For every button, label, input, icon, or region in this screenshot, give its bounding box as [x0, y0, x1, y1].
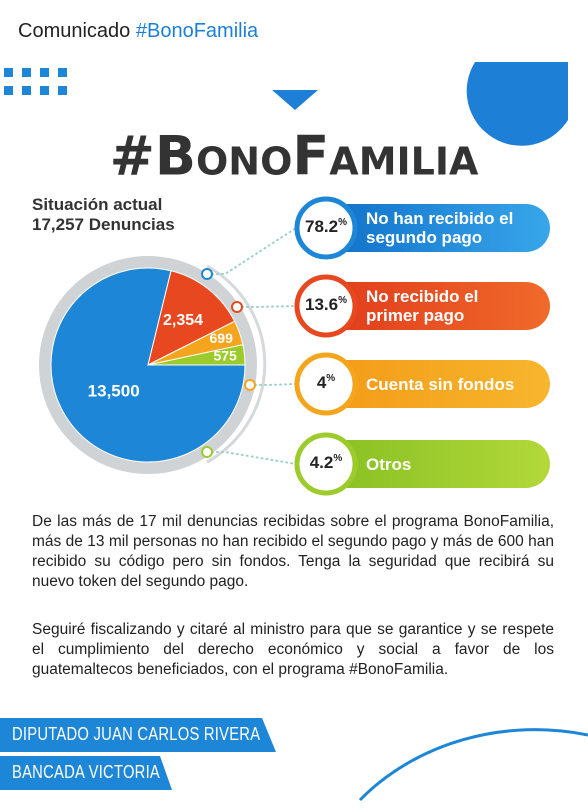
- legend-badge: [294, 274, 358, 338]
- percent-value: 13.6: [305, 295, 338, 314]
- percent-unit: %: [338, 217, 347, 228]
- hashtag[interactable]: #BonoFamilia: [135, 20, 259, 42]
- pie-ring: [39, 256, 257, 474]
- paragraph: Seguiré fiscalizando y citaré al ministr…: [32, 621, 554, 678]
- header: Comunicado #BonoFamilia: [18, 20, 258, 43]
- header-title: Comunicado: [18, 20, 131, 42]
- percent-value: 4: [317, 373, 327, 392]
- legend-badge: [294, 432, 358, 496]
- percent-value: 4.2: [310, 453, 334, 472]
- pie-slice: [50, 267, 246, 463]
- percent-value: 78.2: [305, 217, 338, 236]
- subtitle: Situación actual: [32, 195, 162, 214]
- footer-band: [0, 718, 276, 752]
- legend-pill: [320, 360, 550, 408]
- legend-pill: [320, 440, 550, 488]
- legend-label: Otros: [366, 454, 412, 474]
- footer-name: DIPUTADO JUAN CARLOS RIVERA: [12, 724, 261, 744]
- value-label: 2,354: [163, 312, 203, 329]
- pie-slice: [147, 344, 246, 366]
- value-label: 699: [210, 330, 234, 346]
- percent-unit: %: [326, 373, 335, 384]
- connector-dot: [231, 301, 243, 313]
- outer-arc: [206, 264, 267, 464]
- footer-band: [0, 756, 172, 790]
- paragraph: De las más de 17 mil denuncias recibidas…: [32, 513, 554, 590]
- chart-title: #BonoFamilia: [110, 125, 479, 188]
- percent-label: 13.6%: [305, 295, 347, 315]
- legend-pill: [320, 282, 550, 330]
- legend: 78.2%13.6%4%4.2%: [201, 196, 550, 496]
- percent-unit: %: [333, 453, 342, 464]
- legend-badge: [294, 196, 358, 260]
- dots: [4, 68, 67, 95]
- connector-dot: [201, 446, 213, 458]
- connector-dot: [244, 379, 256, 391]
- value-label: 575: [213, 348, 237, 364]
- subtitle: 17,257 Denuncias: [32, 215, 175, 234]
- footer-party: BANCADA VICTORIA: [12, 762, 161, 782]
- pie: 13,500 2,354 699 575: [50, 267, 246, 463]
- triangle: [272, 90, 318, 110]
- percent-label: 4%: [317, 373, 335, 393]
- value-label: 13,500: [88, 381, 140, 400]
- corner-shape: [466, 62, 568, 146]
- legend-pill: [320, 204, 550, 252]
- arc: [358, 728, 588, 802]
- percent-label: 78.2%: [305, 217, 347, 237]
- legend-label: No han recibido el segundo pago: [366, 209, 514, 247]
- percent-unit: %: [338, 295, 347, 306]
- percent-label: 4.2%: [310, 453, 343, 473]
- legend-label: Cuenta sin fondos: [366, 374, 515, 394]
- legend-badge: [294, 352, 358, 416]
- connector-dot: [201, 268, 213, 280]
- pie-slice: [147, 270, 236, 366]
- legend-label: No recibido el primer pago: [366, 287, 479, 325]
